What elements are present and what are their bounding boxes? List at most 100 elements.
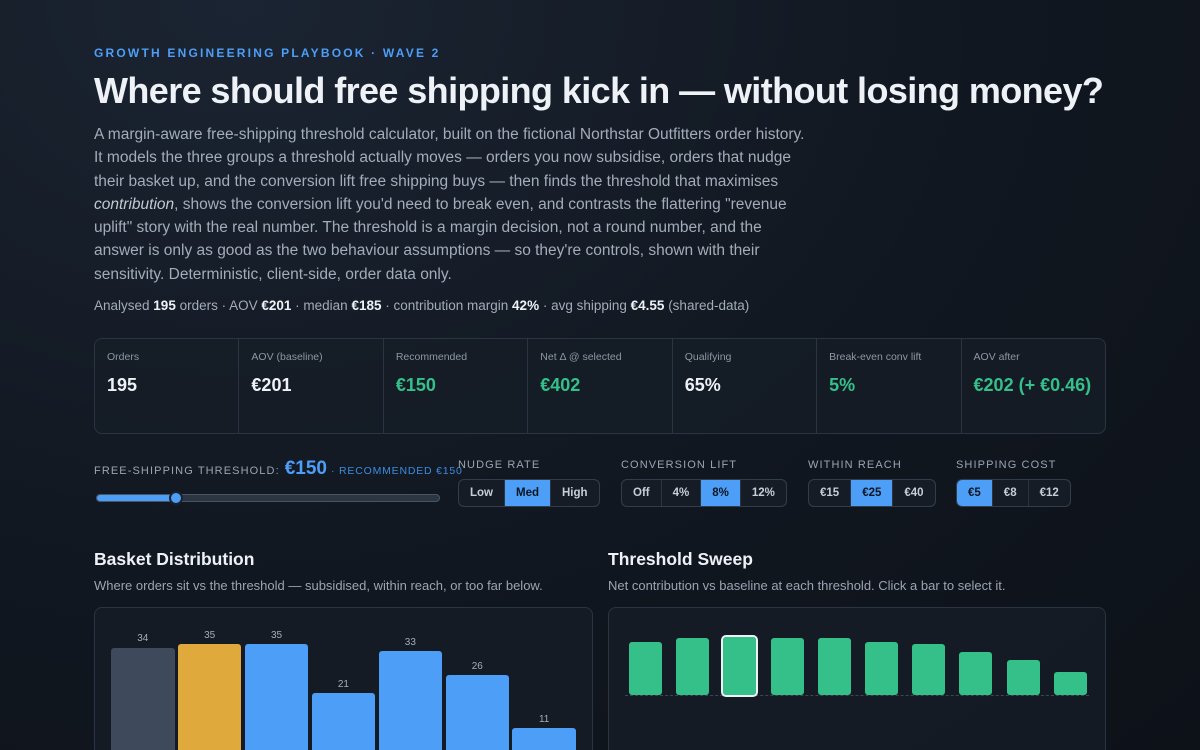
kpi-recommended: Recommended €150 xyxy=(384,339,529,433)
summary-aov: €201 xyxy=(261,298,292,313)
kpi-value: 65% xyxy=(684,375,721,395)
distribution-chart: 34 35 35 21 33 26 11 xyxy=(94,607,593,750)
kpi-label: AOV after xyxy=(973,351,1020,363)
threshold-header: FREE-SHIPPING THRESHOLD: €150 · RECOMMEN… xyxy=(94,458,463,480)
sweep-bar[interactable] xyxy=(959,651,993,695)
sweep-bar[interactable] xyxy=(1006,660,1040,695)
threshold-value: €150 xyxy=(284,458,328,479)
distribution-bar-label: 33 xyxy=(404,636,416,648)
sweep-baseline xyxy=(625,695,1089,696)
distribution-bar xyxy=(445,675,509,750)
eyebrow: GROWTH ENGINEERING PLAYBOOK · WAVE 2 xyxy=(94,46,441,60)
sweep-title: Threshold Sweep xyxy=(608,549,753,569)
shipping-cost-label: SHIPPING COST xyxy=(956,459,1057,471)
within-reach-group: WITHIN REACH €15 €25 €40 xyxy=(808,458,936,507)
sweep-bar[interactable] xyxy=(817,638,851,695)
sweep-chart xyxy=(608,607,1106,750)
within-reach-label: WITHIN REACH xyxy=(808,459,902,471)
intro-text-a: A margin-aware free-shipping threshold c… xyxy=(94,126,805,190)
summary-text: · contribution margin xyxy=(381,298,513,313)
nudge-rate-group: NUDGE RATE Low Med High xyxy=(458,458,600,507)
kpi-net-delta: Net Δ @ selected €402 xyxy=(528,339,673,433)
kpi-value: 195 xyxy=(107,375,138,395)
sweep-subtitle: Net contribution vs baseline at each thr… xyxy=(608,578,1006,593)
controls-bar: FREE-SHIPPING THRESHOLD: €150 · RECOMMEN… xyxy=(94,458,1106,518)
intro-text-b: , shows the conversion lift you'd need t… xyxy=(94,195,787,283)
slider-thumb[interactable] xyxy=(168,491,183,505)
nudge-low-button[interactable]: Low xyxy=(459,480,505,506)
summary-orders: 195 xyxy=(153,298,176,313)
slider-fill xyxy=(97,495,176,501)
reach-15-button[interactable]: €15 xyxy=(809,480,852,506)
nudge-high-button[interactable]: High xyxy=(562,487,588,499)
threshold-slider[interactable] xyxy=(96,491,440,505)
kpi-value: €202 (+ €0.46) xyxy=(973,375,1092,395)
nudge-rate-label: NUDGE RATE xyxy=(458,459,541,471)
page-title: Where should free shipping kick in — wit… xyxy=(94,70,1104,111)
summary-shipping: €4.55 xyxy=(630,298,665,313)
kpi-value: €150 xyxy=(395,375,436,395)
summary-text: orders · AOV xyxy=(175,298,262,313)
distribution-subtitle: Where orders sit vs the threshold — subs… xyxy=(94,578,543,593)
sweep-bar[interactable] xyxy=(721,635,759,697)
distribution-bar-label: 35 xyxy=(270,630,283,641)
intro-paragraph: A margin-aware free-shipping threshold c… xyxy=(94,123,816,286)
sweep-bar[interactable] xyxy=(865,641,898,695)
sweep-bar[interactable] xyxy=(770,638,804,695)
dataset-summary: Analysed 195 orders · AOV €201 · median … xyxy=(94,298,749,313)
distribution-bar xyxy=(244,644,309,750)
distribution-bar-label: 11 xyxy=(538,713,550,725)
kpi-break-even: Break-even conv lift 5% xyxy=(817,339,962,433)
conversion-12-button[interactable]: 12% xyxy=(751,487,775,499)
conversion-lift-group: CONVERSION LIFT Off 4% 8% 12% xyxy=(621,458,787,507)
distribution-bar xyxy=(512,727,576,750)
shipping-cost-group: SHIPPING COST €5 €8 €12 xyxy=(956,458,1071,507)
distribution-bar-label: 35 xyxy=(204,630,216,641)
conversion-lift-label: CONVERSION LIFT xyxy=(621,459,738,471)
kpi-label: Orders xyxy=(107,351,140,363)
kpi-label: AOV (baseline) xyxy=(251,351,323,363)
kpi-qualifying: Qualifying 65% xyxy=(673,339,818,433)
reach-25-button[interactable]: €25 xyxy=(851,480,894,506)
nudge-med-button[interactable]: Med xyxy=(505,480,551,506)
kpi-label: Break-even conv lift xyxy=(829,351,922,363)
conversion-lift-toggle: Off 4% 8% 12% xyxy=(621,479,787,507)
reach-40-button[interactable]: €40 xyxy=(904,487,924,499)
distribution-bar xyxy=(311,692,376,750)
conversion-8-button[interactable]: 8% xyxy=(701,480,741,506)
conversion-off-button[interactable]: Off xyxy=(622,480,662,506)
kpi-value: €402 xyxy=(540,375,581,395)
within-reach-toggle: €15 €25 €40 xyxy=(808,479,936,507)
summary-text: · median xyxy=(291,298,352,313)
kpi-aov-after: AOV after €202 (+ €0.46) xyxy=(962,339,1105,433)
summary-text: · avg shipping xyxy=(539,298,631,313)
sweep-bar[interactable] xyxy=(912,643,946,695)
kpi-aov-baseline: AOV (baseline) €201 xyxy=(239,339,384,433)
distribution-bar xyxy=(111,647,175,750)
summary-text: (shared-data) xyxy=(664,298,750,313)
shipping-cost-toggle: €5 €8 €12 xyxy=(956,479,1071,507)
summary-margin: 42% xyxy=(512,298,540,313)
summary-median: €185 xyxy=(351,298,382,313)
kpi-value: 5% xyxy=(829,375,856,395)
shipping-12-button[interactable]: €12 xyxy=(1039,487,1059,499)
distribution-bar-label: 34 xyxy=(137,633,149,645)
distribution-bar xyxy=(378,650,443,750)
conversion-4-button[interactable]: 4% xyxy=(662,480,702,506)
summary-text: Analysed xyxy=(94,298,154,313)
kpi-value: €201 xyxy=(251,375,292,395)
threshold-recommended: · RECOMMENDED €150 xyxy=(331,465,463,477)
intro-emphasis: contribution xyxy=(94,195,175,213)
sweep-bar[interactable] xyxy=(629,641,662,695)
sweep-bar[interactable] xyxy=(676,638,710,695)
kpi-panel: Orders 195 AOV (baseline) €201 Recommended… xyxy=(94,338,1106,434)
shipping-8-button[interactable]: €8 xyxy=(993,480,1029,506)
distribution-bar xyxy=(177,644,242,750)
kpi-label: Recommended xyxy=(395,351,468,363)
sweep-bar[interactable] xyxy=(1053,671,1087,695)
distribution-title: Basket Distribution xyxy=(94,549,255,569)
threshold-label: FREE-SHIPPING THRESHOLD: xyxy=(94,465,280,477)
distribution-bar-label: 21 xyxy=(337,678,349,690)
shipping-5-button[interactable]: €5 xyxy=(957,480,993,506)
